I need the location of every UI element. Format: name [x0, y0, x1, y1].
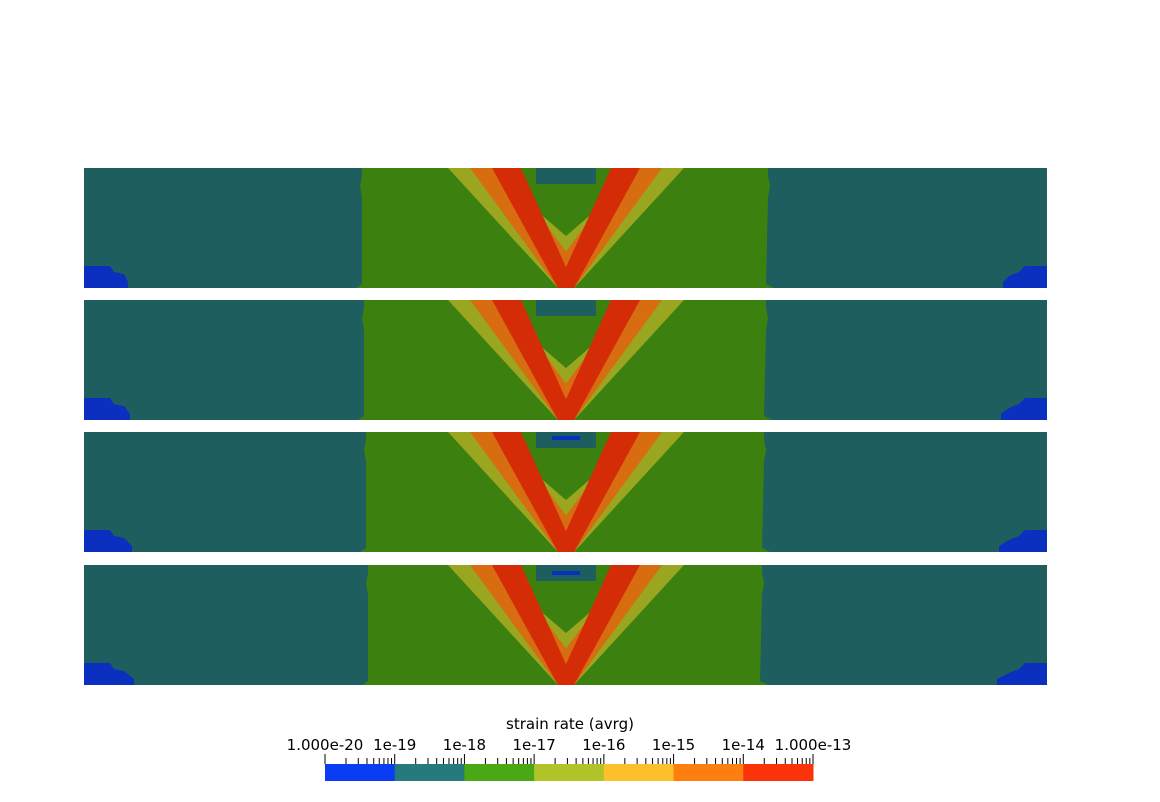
field-low-pocket — [536, 168, 596, 184]
corner-region-left — [84, 266, 128, 288]
colorbar-bin — [673, 764, 744, 781]
field-mid-region — [362, 565, 768, 685]
colorbar-tick-label: 1e-18 — [442, 736, 487, 754]
field-low-pocket — [536, 300, 596, 316]
shear-band-core — [492, 432, 640, 552]
corner-region-right — [1001, 398, 1047, 420]
colorbar-bin — [325, 764, 396, 781]
colorbar-bin — [464, 764, 535, 781]
colorbar-title: strain rate (avrg) — [506, 715, 634, 733]
field-lowest-spot — [552, 436, 580, 440]
colorbar-bin — [534, 764, 605, 781]
colorbar — [324, 754, 814, 781]
field-lowest-spot — [552, 571, 580, 575]
corner-region-left — [84, 663, 134, 685]
field-mid-region — [356, 168, 774, 288]
colorbar-tick-label: 1.000e-20 — [286, 736, 364, 754]
colorbar-tick-label: 1e-16 — [582, 736, 626, 754]
corner-region-right — [997, 663, 1047, 685]
corner-region-left — [84, 398, 130, 420]
colorbar-tick-label: 1e-15 — [651, 736, 696, 754]
colorbar-tick-label: 1.000e-13 — [774, 736, 852, 754]
corner-region-left — [84, 530, 132, 552]
panel-1 — [84, 168, 1047, 288]
shear-band-core — [492, 565, 640, 685]
colorbar-tick-label: 1e-17 — [512, 736, 556, 754]
colorbar-bin — [743, 764, 814, 781]
field-mid-region — [360, 432, 770, 552]
shear-band-core — [492, 168, 640, 288]
field-mid-region — [358, 300, 772, 420]
corner-region-right — [1003, 266, 1047, 288]
colorbar-tick-label: 1e-14 — [721, 736, 765, 754]
colorbar-bin — [603, 764, 675, 781]
colorbar-tick-label: 1e-19 — [373, 736, 417, 754]
panel-4 — [84, 565, 1047, 685]
corner-region-right — [999, 530, 1047, 552]
panel-3 — [84, 432, 1047, 552]
shear-band-core — [492, 300, 640, 420]
colorbar-bin — [394, 764, 465, 781]
panel-2 — [84, 300, 1047, 420]
